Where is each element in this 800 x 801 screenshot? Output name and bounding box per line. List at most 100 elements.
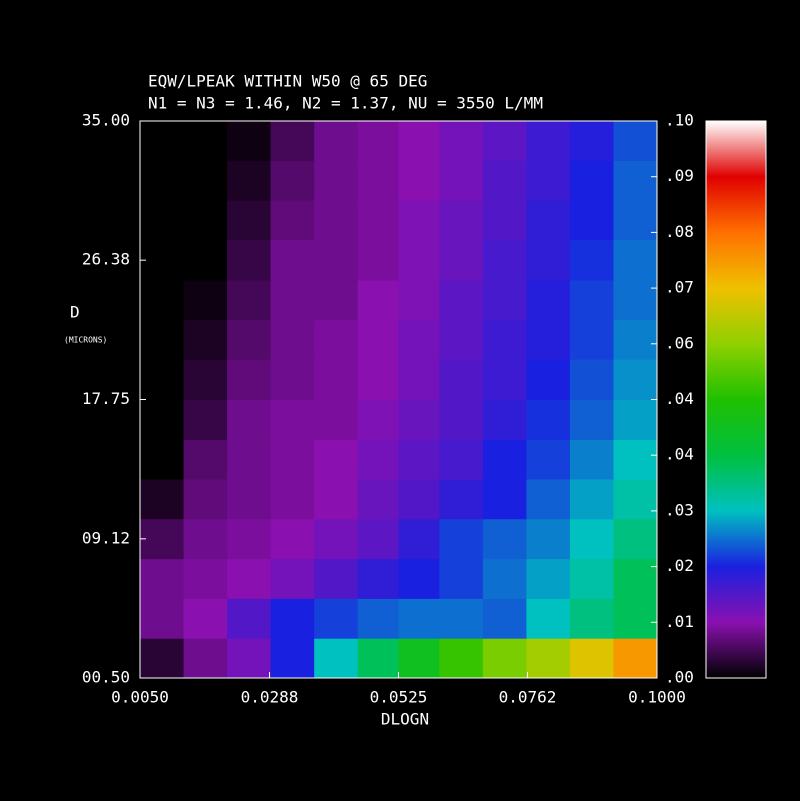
x-tick-label: 0.0762 — [499, 688, 557, 707]
heatmap-cell — [569, 439, 614, 480]
heatmap-cell — [398, 479, 440, 520]
heatmap-cell — [140, 319, 185, 360]
heatmap-cell — [183, 121, 228, 162]
y-axis-unit: (MICRONS) — [64, 336, 107, 345]
heatmap-cell — [270, 399, 315, 440]
heatmap-cell — [526, 239, 571, 281]
heatmap-cell — [398, 638, 440, 679]
heatmap-cell — [270, 439, 315, 480]
heatmap-cell — [569, 160, 614, 201]
heatmap-cell — [613, 518, 658, 560]
heatmap-cell — [183, 479, 228, 520]
heatmap-cell — [613, 121, 658, 162]
heatmap-cell — [526, 359, 571, 400]
heatmap-cell — [357, 359, 399, 400]
colorbar-tick-label: .03 — [665, 500, 694, 519]
heatmap-cell — [140, 518, 185, 560]
heatmap-cell — [140, 439, 185, 480]
x-tick-label: 0.1000 — [628, 688, 686, 707]
heatmap-cell — [227, 638, 272, 679]
heatmap-cell — [227, 280, 272, 321]
heatmap-cell — [183, 399, 228, 440]
heatmap-cell — [270, 319, 315, 360]
heatmap-cell — [613, 479, 658, 520]
heatmap-cell — [398, 359, 440, 400]
heatmap-cell — [270, 280, 315, 321]
heatmap-cell — [439, 558, 484, 599]
heatmap-cell — [140, 479, 185, 520]
heatmap-cell — [569, 121, 614, 162]
heatmap-cell — [227, 200, 272, 241]
colorbar — [705, 120, 767, 679]
heatmap-cell — [357, 200, 399, 241]
heatmap-cell — [398, 280, 440, 321]
heatmap-cell — [526, 638, 571, 679]
heatmap-cell — [314, 280, 359, 321]
heatmap-cell — [357, 638, 399, 679]
heatmap-cell — [439, 598, 484, 639]
colorbar-tick-label: .08 — [665, 222, 694, 241]
heatmap-cell — [482, 399, 527, 440]
x-tick-label: 0.0288 — [241, 688, 299, 707]
heatmap-cell — [140, 359, 185, 400]
heatmap-cell — [270, 479, 315, 520]
heatmap-cell — [398, 518, 440, 560]
heatmap-cell — [482, 121, 527, 162]
heatmap-cell — [314, 479, 359, 520]
heatmap-cell — [482, 200, 527, 241]
heatmap-cell — [613, 439, 658, 480]
heatmap-cell — [227, 121, 272, 162]
heatmap-cell — [227, 598, 272, 639]
heatmap-cell — [482, 598, 527, 639]
colorbar-tick-label: .01 — [665, 612, 694, 631]
heatmap-cell — [227, 479, 272, 520]
heatmap-cell — [227, 558, 272, 599]
y-tick-label: 17.75 — [82, 389, 130, 408]
heatmap-cell — [270, 121, 315, 162]
colorbar-tick-label: .00 — [665, 668, 694, 687]
heatmap-cell — [482, 239, 527, 281]
heatmap-cell — [314, 200, 359, 241]
heatmap-cell — [183, 239, 228, 281]
y-tick-label: 26.38 — [82, 250, 130, 269]
heatmap-cell — [183, 598, 228, 639]
heatmap-cell — [569, 558, 614, 599]
heatmap-cell — [398, 160, 440, 201]
heatmap-cell — [526, 319, 571, 360]
heatmap-cell — [314, 638, 359, 679]
x-axis-label: DLOGN — [381, 710, 429, 729]
heatmap-cell — [526, 399, 571, 440]
heatmap-cell — [270, 160, 315, 201]
heatmap-cell — [569, 518, 614, 560]
heatmap-cell — [270, 200, 315, 241]
heatmap-cell — [526, 479, 571, 520]
heatmap-cell — [569, 280, 614, 321]
heatmap-cell — [227, 518, 272, 560]
heatmap-cell — [357, 399, 399, 440]
heatmap-cell — [439, 479, 484, 520]
heatmap-cell — [314, 160, 359, 201]
heatmap-cell — [183, 319, 228, 360]
heatmap-cell — [398, 200, 440, 241]
heatmap-cell — [357, 160, 399, 201]
heatmap-cell — [227, 399, 272, 440]
heatmap-cell — [183, 359, 228, 400]
heatmap-cell — [140, 160, 185, 201]
colorbar-tick-label: .09 — [665, 166, 694, 185]
heatmap-cell — [140, 638, 185, 679]
heatmap-cell — [398, 319, 440, 360]
heatmap-cell — [439, 638, 484, 679]
heatmap-cell — [357, 121, 399, 162]
heatmap-cell — [314, 558, 359, 599]
heatmap-cell — [398, 558, 440, 599]
colorbar-tick-label: .07 — [665, 278, 694, 297]
heatmap-cell — [439, 239, 484, 281]
x-tick-label: 0.0050 — [111, 688, 169, 707]
colorbar-tick-label: .02 — [665, 556, 694, 575]
heatmap-cell — [398, 239, 440, 281]
heatmap-cell — [140, 598, 185, 639]
heatmap-cell — [183, 280, 228, 321]
heatmap-cell — [569, 638, 614, 679]
heatmap-cell — [526, 160, 571, 201]
